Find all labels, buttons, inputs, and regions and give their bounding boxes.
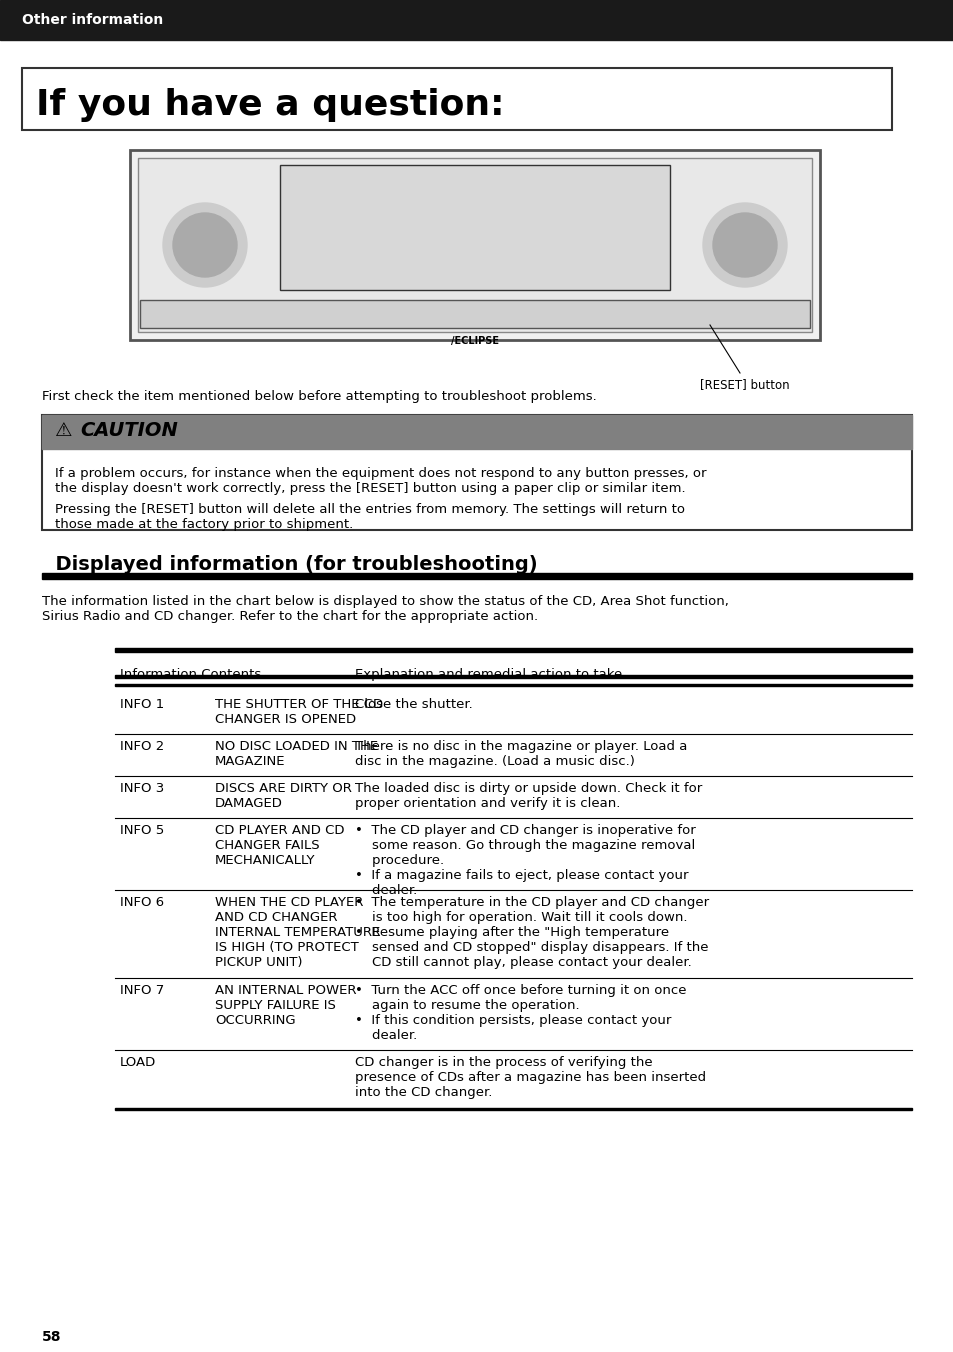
Text: First check the item mentioned below before attempting to troubleshoot problems.: First check the item mentioned below bef… bbox=[42, 389, 597, 403]
Text: •  The temperature in the CD player and CD changer
    is too high for operation: • The temperature in the CD player and C… bbox=[355, 896, 708, 969]
Text: CD-4000: CD-4000 bbox=[629, 173, 666, 183]
Text: INFO 6: INFO 6 bbox=[120, 896, 164, 909]
Bar bbox=[115, 675, 911, 677]
Text: HD Radio®  SIRIUS®: HD Radio® SIRIUS® bbox=[599, 314, 688, 323]
Text: Other information: Other information bbox=[22, 14, 163, 27]
Text: If a problem occurs, for instance when the equipment does not respond to any but: If a problem occurs, for instance when t… bbox=[55, 466, 706, 495]
Text: INFO 7: INFO 7 bbox=[120, 984, 164, 996]
Bar bbox=[138, 158, 811, 333]
Text: Close the shutter.: Close the shutter. bbox=[355, 698, 473, 711]
Text: LOAD: LOAD bbox=[120, 1056, 156, 1069]
Bar bbox=[140, 300, 809, 329]
Text: The loaded disc is dirty or upside down. Check it for
proper orientation and ver: The loaded disc is dirty or upside down.… bbox=[355, 781, 701, 810]
Bar bbox=[280, 165, 669, 289]
Text: There is no disc in the magazine or player. Load a
disc in the magazine. (Load a: There is no disc in the magazine or play… bbox=[355, 740, 687, 768]
Text: INFO 1: INFO 1 bbox=[120, 698, 164, 711]
Circle shape bbox=[702, 203, 786, 287]
Bar bbox=[115, 1109, 911, 1110]
Text: CD PLAYER AND CD
CHANGER FAILS
MECHANICALLY: CD PLAYER AND CD CHANGER FAILS MECHANICA… bbox=[214, 823, 344, 867]
Text: ⚠: ⚠ bbox=[55, 420, 72, 439]
Text: If you have a question:: If you have a question: bbox=[36, 88, 504, 122]
Bar bbox=[0, 0, 953, 41]
Circle shape bbox=[712, 214, 776, 277]
Text: ESN: ESN bbox=[310, 185, 332, 195]
Text: INFO 2: INFO 2 bbox=[120, 740, 164, 753]
Text: /ECLIPSE: /ECLIPSE bbox=[451, 337, 498, 346]
Text: •  Turn the ACC off once before turning it on once
    again to resume the opera: • Turn the ACC off once before turning i… bbox=[355, 984, 686, 1042]
Text: [RESET] button: [RESET] button bbox=[700, 379, 789, 391]
Text: 5VᴿE OUT  WMA Mp3: 5VᴿE OUT WMA Mp3 bbox=[299, 314, 387, 323]
FancyBboxPatch shape bbox=[22, 68, 891, 130]
Bar bbox=[115, 648, 911, 652]
Text: Displayed information (for troubleshooting): Displayed information (for troubleshooti… bbox=[42, 556, 537, 575]
Bar bbox=[42, 573, 911, 579]
Text: Information Contents: Information Contents bbox=[120, 668, 261, 681]
Text: INFO 5: INFO 5 bbox=[120, 823, 164, 837]
Text: CD changer is in the process of verifying the
presence of CDs after a magazine h: CD changer is in the process of verifyin… bbox=[355, 1056, 705, 1099]
Text: THE SHUTTER OF THE CD
CHANGER IS OPENED: THE SHUTTER OF THE CD CHANGER IS OPENED bbox=[214, 698, 383, 726]
Text: NO DISC LOADED IN THE
MAGAZINE: NO DISC LOADED IN THE MAGAZINE bbox=[214, 740, 377, 768]
Text: DISCS ARE DIRTY OR
DAMAGED: DISCS ARE DIRTY OR DAMAGED bbox=[214, 781, 352, 810]
Text: Explanation and remedial action to take: Explanation and remedial action to take bbox=[355, 668, 621, 681]
Bar bbox=[130, 150, 820, 339]
Text: WHEN THE CD PLAYER
AND CD CHANGER
INTERNAL TEMPERATURE
IS HIGH (TO PROTECT
PICKU: WHEN THE CD PLAYER AND CD CHANGER INTERN… bbox=[214, 896, 380, 969]
Text: •  The CD player and CD changer is inoperative for
    some reason. Go through t: • The CD player and CD changer is inoper… bbox=[355, 823, 695, 896]
Text: AN INTERNAL POWER
SUPPLY FAILURE IS
OCCURRING: AN INTERNAL POWER SUPPLY FAILURE IS OCCU… bbox=[214, 984, 356, 1028]
Circle shape bbox=[172, 214, 236, 277]
Text: Pressing the [RESET] button will delete all the entries from memory. The setting: Pressing the [RESET] button will delete … bbox=[55, 503, 684, 531]
Bar bbox=[42, 415, 911, 530]
Bar bbox=[115, 684, 911, 685]
Bar bbox=[42, 415, 911, 449]
Circle shape bbox=[163, 203, 247, 287]
Text: 58: 58 bbox=[42, 1330, 61, 1344]
Text: The information listed in the chart below is displayed to show the status of the: The information listed in the chart belo… bbox=[42, 595, 728, 623]
Text: INFO 3: INFO 3 bbox=[120, 781, 164, 795]
Text: CAUTION: CAUTION bbox=[80, 420, 177, 439]
